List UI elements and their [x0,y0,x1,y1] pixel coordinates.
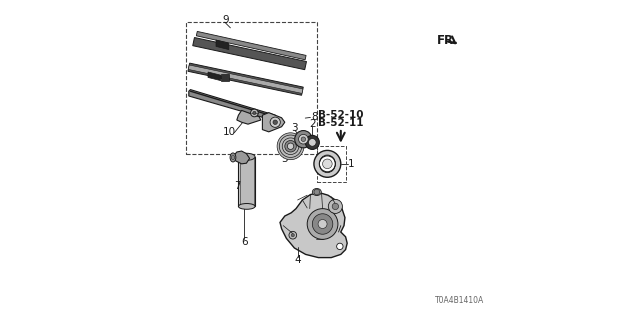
Polygon shape [208,72,221,81]
Polygon shape [188,65,303,93]
Polygon shape [233,151,250,164]
Circle shape [253,111,256,115]
Ellipse shape [232,155,235,160]
Text: 8: 8 [311,112,317,122]
Text: 5: 5 [282,154,288,164]
Circle shape [285,140,296,152]
Circle shape [318,220,327,228]
Circle shape [319,156,335,172]
Circle shape [280,135,302,157]
Text: 10: 10 [223,127,236,137]
Circle shape [250,109,258,117]
Text: T0A4B1410A: T0A4B1410A [435,296,484,305]
Polygon shape [237,110,261,124]
Circle shape [312,214,333,234]
Text: B-52-11: B-52-11 [318,118,364,128]
Text: 4: 4 [295,255,301,265]
Circle shape [308,139,316,146]
Bar [186,22,317,154]
Bar [240,158,253,205]
Text: 2: 2 [309,119,316,129]
Bar [221,74,229,81]
Polygon shape [193,37,307,70]
Text: 3: 3 [291,123,298,133]
Polygon shape [280,193,347,258]
Circle shape [273,120,278,124]
Circle shape [328,199,342,213]
Circle shape [295,131,312,148]
Polygon shape [189,90,277,121]
Circle shape [289,231,296,239]
Text: B-52-10: B-52-10 [318,110,364,120]
Polygon shape [188,63,303,95]
Circle shape [282,138,299,155]
Polygon shape [262,113,285,132]
Circle shape [277,133,304,160]
Bar [239,157,255,206]
Circle shape [337,243,343,250]
Text: 6: 6 [241,237,248,247]
Text: 1: 1 [348,159,355,169]
Ellipse shape [230,153,236,162]
Ellipse shape [238,153,255,160]
Circle shape [332,203,339,210]
Polygon shape [216,40,229,50]
Bar [317,146,346,182]
Ellipse shape [312,188,321,196]
Circle shape [307,209,338,239]
Circle shape [314,150,341,177]
Circle shape [314,189,320,195]
Circle shape [291,234,294,237]
Text: 9: 9 [222,15,229,25]
Circle shape [298,134,308,144]
Circle shape [287,143,294,149]
Polygon shape [196,31,306,60]
Text: FR.: FR. [437,34,459,46]
Ellipse shape [238,204,255,209]
Circle shape [323,159,332,169]
Circle shape [305,135,319,149]
Circle shape [301,137,306,141]
Text: 7: 7 [234,181,241,191]
Circle shape [270,117,280,127]
